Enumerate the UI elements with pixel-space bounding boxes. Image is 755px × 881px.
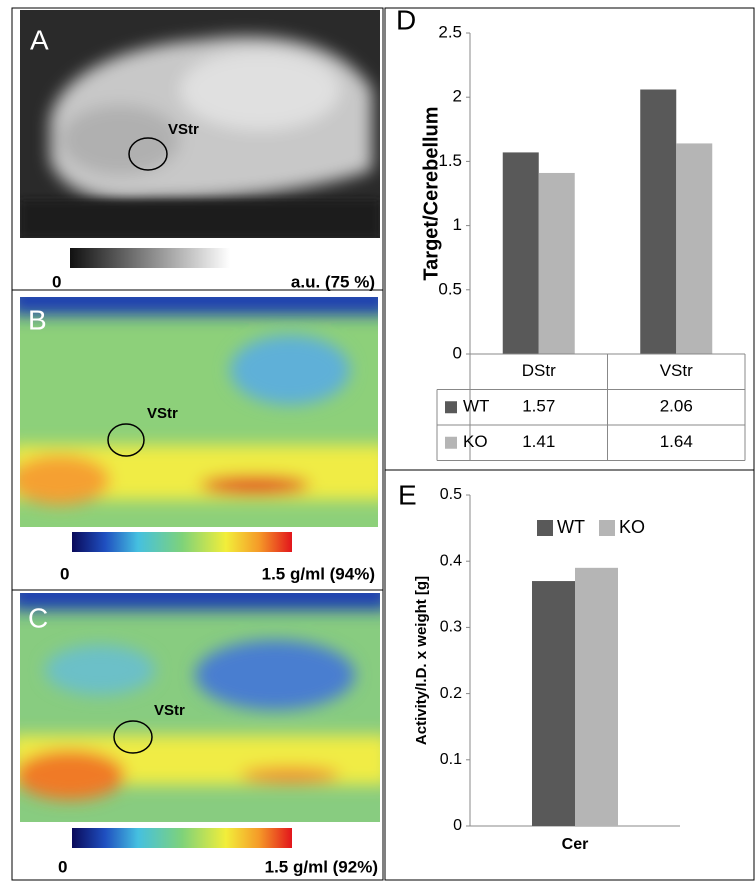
colorbar [72, 828, 292, 848]
scale-max: a.u. (75 %) [291, 272, 375, 291]
pet-image [20, 297, 378, 527]
y-tick-label: 0.5 [438, 279, 462, 298]
table-value: 2.06 [660, 397, 693, 416]
bar [532, 581, 575, 826]
y-tick-label: 2.5 [438, 22, 462, 41]
legend-label: KO [463, 432, 488, 451]
roi-circle [128, 137, 168, 171]
legend-label: WT [557, 517, 585, 537]
panel-label: B [28, 304, 47, 335]
y-axis-title: Target/Cerebellum [420, 106, 442, 280]
y-tick-label: 1.5 [438, 151, 462, 170]
y-axis-title: Activity/I.D. x weight [g] [413, 576, 430, 745]
y-tick-label: 1 [453, 215, 462, 234]
legend-swatch [599, 520, 615, 536]
mri-image [20, 10, 380, 238]
roi-label: VStr [147, 405, 178, 422]
scale-min: 0 [58, 857, 67, 876]
y-tick-label: 0.5 [440, 486, 462, 503]
panel-frame [11, 589, 384, 881]
colorbar [72, 532, 292, 552]
legend-swatch [445, 401, 457, 414]
roi-label: VStr [168, 121, 199, 138]
table-header: VStr [660, 361, 693, 380]
y-tick-label: 0 [453, 817, 462, 834]
scale-min: 0 [60, 564, 69, 583]
y-tick-label: 0.4 [440, 552, 462, 569]
y-tick-label: 2 [453, 87, 462, 106]
y-tick-label: 0.2 [440, 685, 462, 702]
table-value: 1.57 [522, 397, 555, 416]
roi-label: VStr [154, 702, 185, 719]
colorbar [70, 248, 230, 268]
legend-swatch [445, 436, 457, 449]
bar [538, 172, 575, 354]
legend-label: WT [463, 397, 489, 416]
y-tick-label: 0.1 [440, 751, 462, 768]
roi-circle [113, 720, 153, 754]
y-tick-label: 0 [453, 343, 462, 362]
panel-label: C [28, 602, 48, 633]
bar [575, 567, 618, 826]
legend-swatch [537, 520, 553, 536]
table-value: 1.41 [522, 432, 555, 451]
bar [676, 143, 713, 354]
legend-label: KO [619, 517, 645, 537]
panel-label: A [30, 24, 49, 55]
bar [640, 89, 677, 354]
x-tick-label: Cer [562, 836, 589, 853]
bar [502, 152, 539, 354]
panel-label: D [396, 4, 416, 35]
table-value: 1.64 [660, 432, 693, 451]
scale-max: 1.5 g/ml (94%) [262, 564, 375, 583]
scale-max: 1.5 g/ml (92%) [265, 857, 378, 876]
table-header: DStr [522, 361, 556, 380]
pet-image [20, 593, 380, 822]
panel-label: E [398, 479, 417, 510]
scale-min: 0 [52, 272, 61, 291]
panel-frame [384, 469, 755, 881]
roi-circle [107, 423, 145, 457]
y-tick-label: 0.3 [440, 619, 462, 636]
